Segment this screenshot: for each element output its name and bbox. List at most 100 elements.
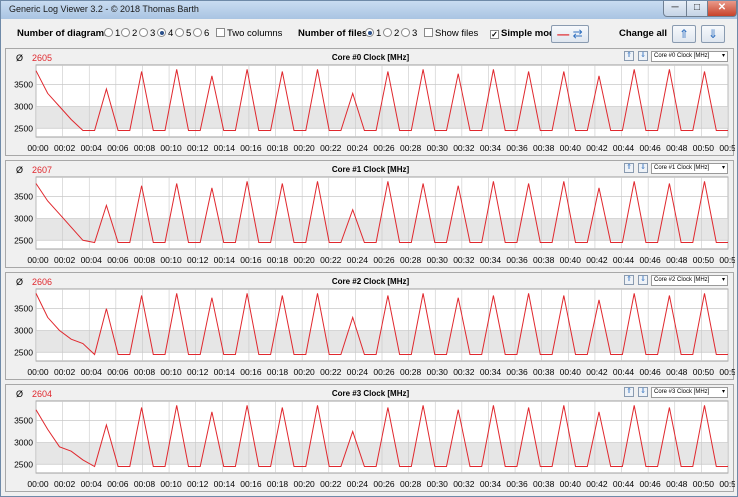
minimize-button[interactable]: ─ (663, 1, 687, 17)
x-tick-label: 00:02 (54, 143, 76, 153)
average-symbol: Ø (16, 165, 24, 175)
x-tick-label: 00:04 (81, 479, 103, 489)
x-tick-label: 00:04 (81, 367, 103, 377)
x-tick-label: 00:50 (693, 479, 715, 489)
line-style-refresh-button[interactable]: — ⇄ (551, 25, 589, 43)
average-value: 2604 (32, 389, 53, 399)
download-icon[interactable]: ⇓ (638, 51, 648, 61)
x-tick-label: 00:26 (373, 143, 395, 153)
file-radio-1[interactable]: 1 (365, 28, 381, 39)
diagram-panel: 2500 3000 3500 00:00 00:02 00:04 00:06 00:08 00:… (5, 48, 735, 156)
download-all-button[interactable]: ⇓ (701, 25, 725, 43)
x-tick-label: 00:46 (640, 143, 662, 153)
close-button[interactable]: ✕ (707, 1, 737, 17)
x-tick-label: 00:18 (267, 143, 289, 153)
x-tick-label: 00:00 (27, 367, 49, 377)
maximize-button[interactable]: □ (686, 1, 708, 17)
x-tick-label: 00:34 (480, 255, 502, 265)
x-tick-label: 00:04 (81, 255, 103, 265)
x-tick-label: 00:52 (719, 255, 735, 265)
radio-icon (139, 28, 148, 37)
diagram-radio-3[interactable]: 3 (139, 28, 155, 39)
x-tick-label: 00:10 (160, 255, 182, 265)
sensor-select[interactable]: Core #1 Clock [MHz] ▾ (651, 163, 728, 174)
x-tick-label: 00:40 (560, 367, 582, 377)
upload-icon[interactable]: ⇑ (624, 387, 634, 397)
x-tick-label: 00:08 (134, 255, 156, 265)
x-tick-label: 00:00 (27, 143, 49, 153)
diagram-radio-6[interactable]: 6 (193, 28, 209, 39)
num-diagrams-label: Number of diagrams (17, 28, 110, 39)
upload-all-button[interactable]: ⇑ (672, 25, 696, 43)
upload-icon[interactable]: ⇑ (624, 51, 634, 61)
x-tick-label: 00:50 (693, 255, 715, 265)
sensor-select-value: Core #3 Clock [MHz] (654, 389, 710, 395)
download-icon[interactable]: ⇓ (638, 387, 648, 397)
x-tick-label: 00:12 (187, 479, 209, 489)
x-tick-label: 00:08 (134, 143, 156, 153)
x-tick-label: 00:30 (427, 479, 449, 489)
sensor-select[interactable]: Core #3 Clock [MHz] ▾ (651, 387, 728, 398)
x-tick-label: 00:30 (427, 255, 449, 265)
average-value: 2606 (32, 277, 53, 287)
clock-chart: 2500 3000 3500 00:00 00:02 00:04 00:06 00:08 00:… (14, 288, 735, 377)
checkbox-icon (216, 28, 225, 37)
title-bar[interactable]: Generic Log Viewer 3.2 - © 2018 Thomas B… (1, 1, 737, 19)
x-tick-label: 00:22 (320, 367, 342, 377)
chevron-down-icon: ▾ (721, 277, 725, 283)
checkbox-icon (424, 28, 433, 37)
num-files-label: Number of files (298, 28, 368, 39)
x-tick-label: 00:36 (506, 479, 528, 489)
diagram-radio-5[interactable]: 5 (175, 28, 191, 39)
y-tick-label: 3000 (14, 325, 33, 335)
x-tick-label: 00:22 (320, 479, 342, 489)
x-tick-label: 00:08 (134, 479, 156, 489)
chevron-down-icon: ▾ (721, 165, 725, 171)
x-tick-label: 00:20 (294, 255, 316, 265)
x-tick-label: 00:46 (640, 367, 662, 377)
x-tick-label: 00:20 (294, 479, 316, 489)
diagram-radio-1[interactable]: 1 (104, 28, 120, 39)
x-tick-label: 00:32 (453, 255, 475, 265)
sensor-select[interactable]: Core #2 Clock [MHz] ▾ (651, 275, 728, 286)
file-radio-2[interactable]: 2 (383, 28, 399, 39)
x-tick-label: 00:42 (586, 479, 608, 489)
two-columns-checkbox[interactable]: Two columns (216, 28, 282, 39)
upload-icon[interactable]: ⇑ (624, 275, 634, 285)
diagram-title: Core #0 Clock [MHz] (331, 53, 410, 62)
diagram-title: Core #1 Clock [MHz] (331, 165, 410, 174)
x-tick-label: 00:52 (719, 479, 735, 489)
download-icon[interactable]: ⇓ (638, 275, 648, 285)
x-tick-label: 00:40 (560, 255, 582, 265)
simple-mode-checkbox[interactable]: ✓ Simple mode (490, 28, 561, 39)
x-tick-label: 00:34 (480, 367, 502, 377)
x-tick-label: 00:28 (400, 367, 422, 377)
sensor-select[interactable]: Core #0 Clock [MHz] ▾ (651, 51, 728, 62)
x-tick-label: 00:48 (666, 255, 688, 265)
x-tick-label: 00:06 (107, 143, 129, 153)
y-tick-label: 3500 (14, 80, 33, 90)
x-tick-label: 00:34 (480, 143, 502, 153)
x-tick-label: 00:42 (586, 143, 608, 153)
diagram-radio-4[interactable]: 4 (157, 28, 173, 39)
x-tick-label: 00:32 (453, 367, 475, 377)
show-files-checkbox[interactable]: Show files (424, 28, 478, 39)
diagram-radio-2[interactable]: 2 (121, 28, 137, 39)
x-tick-label: 00:26 (373, 479, 395, 489)
download-icon[interactable]: ⇓ (638, 163, 648, 173)
x-tick-label: 00:36 (506, 255, 528, 265)
x-tick-label: 00:44 (613, 367, 635, 377)
y-tick-label: 2500 (14, 123, 33, 133)
x-tick-label: 00:44 (613, 479, 635, 489)
clock-series-line (35, 69, 728, 131)
x-tick-label: 00:18 (267, 255, 289, 265)
upload-icon[interactable]: ⇑ (624, 163, 634, 173)
x-tick-label: 00:38 (533, 255, 555, 265)
sensor-select-value: Core #0 Clock [MHz] (654, 53, 710, 59)
file-radio-3[interactable]: 3 (401, 28, 417, 39)
x-tick-label: 00:08 (134, 367, 156, 377)
x-tick-label: 00:46 (640, 479, 662, 489)
x-tick-label: 00:32 (453, 143, 475, 153)
x-tick-label: 00:14 (214, 367, 236, 377)
x-tick-label: 00:26 (373, 255, 395, 265)
